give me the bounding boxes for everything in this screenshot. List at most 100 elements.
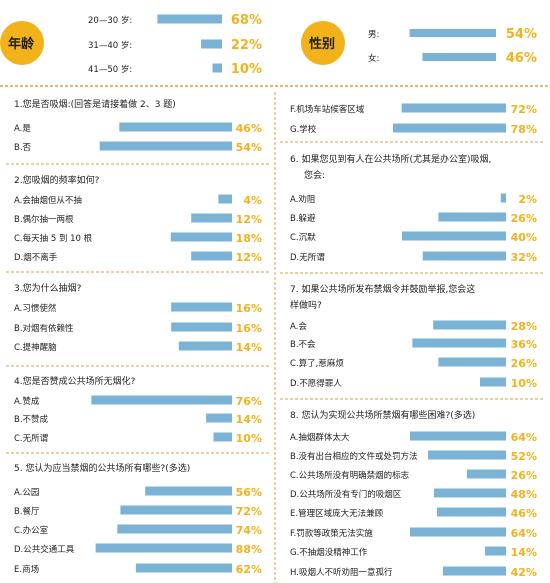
data-label: 14%: [236, 341, 262, 354]
option-label: D.公共交通工具: [14, 544, 75, 555]
option-label: E.管理区域庞大无法兼顾: [290, 508, 384, 519]
data-label: 46%: [511, 507, 537, 520]
question-title: 3.您为什么抽烟?: [14, 282, 82, 294]
data-label: 72%: [236, 505, 262, 518]
bar: [145, 486, 232, 496]
data-label: 74%: [236, 524, 262, 537]
option-label: C.每天抽 5 到 10 根: [14, 233, 93, 244]
data-label: 22%: [231, 38, 262, 53]
bar: [433, 320, 506, 330]
bar: [409, 29, 496, 37]
option-label: A.公园: [14, 488, 39, 498]
option-label: 41—50 岁:: [88, 64, 132, 75]
bar: [212, 63, 222, 73]
option-label: D.公共场所没有专门的吸烟区: [290, 489, 402, 500]
bar: [412, 338, 506, 348]
bar: [95, 543, 232, 553]
data-label: 28%: [511, 320, 537, 333]
data-label: 64%: [511, 527, 537, 540]
age-badge: [0, 21, 44, 65]
option-label: B.对烟有依赖性: [14, 323, 74, 334]
question-title: 6. 如果您见到有人在公共场所(尤其是办公室)吸烟,: [290, 153, 491, 165]
bar: [191, 251, 232, 261]
data-label: 10%: [511, 377, 537, 390]
bar: [171, 322, 232, 332]
option-label: C.无所谓: [14, 433, 48, 444]
option-label: A.会抽烟但从不抽: [14, 195, 82, 206]
bar: [438, 212, 506, 222]
data-label: 26%: [511, 212, 537, 225]
gender-section-header: 性别: [301, 21, 345, 65]
option-label: B.餐厅: [14, 507, 40, 517]
question-title-continued: 样做吗?: [290, 299, 322, 311]
data-label: 10%: [231, 62, 262, 77]
question-title: 8. 您认为实现公共场所禁烟有哪些困难?(多选): [290, 409, 475, 421]
data-label: 68%: [231, 13, 262, 28]
option-label: A.劝阻: [290, 194, 316, 205]
bar: [117, 524, 232, 534]
option-label: B.偶尔抽一两根: [14, 214, 74, 225]
option-label: B.躲避: [290, 213, 316, 224]
data-label: 14%: [236, 413, 262, 426]
gender-title: 性别: [309, 36, 335, 52]
bar: [201, 39, 222, 49]
age-section-header: 年龄: [0, 21, 44, 65]
option-label: 女:: [368, 53, 379, 64]
option-label: C.沉默: [290, 232, 316, 243]
bar: [422, 251, 506, 261]
option-label: G.不抽烟没精神工作: [290, 547, 368, 558]
option-label: 31—40 岁:: [88, 40, 132, 51]
data-label: 48%: [511, 488, 537, 501]
bar: [135, 563, 232, 573]
bar: [218, 194, 232, 204]
bar: [480, 377, 506, 387]
option-label: 20—30 岁:: [88, 15, 132, 26]
data-label: 36%: [511, 338, 537, 351]
option-label: D.不愿得罪人: [290, 378, 342, 389]
bar: [401, 103, 506, 113]
data-label: 2%: [518, 193, 537, 206]
data-label: 46%: [236, 122, 262, 135]
option-label: D.无所谓: [290, 252, 325, 263]
data-label: 16%: [236, 302, 262, 315]
question-title-continued: 您会:: [304, 169, 325, 181]
bar: [410, 431, 506, 441]
data-label: 16%: [236, 322, 262, 335]
bar: [178, 341, 232, 351]
data-label: 88%: [236, 543, 262, 556]
option-label: D.烟不离手: [14, 252, 58, 263]
data-label: 76%: [236, 395, 262, 408]
option-label: A.是: [14, 124, 31, 134]
question-title: 2.您吸烟的频率如何?: [14, 174, 100, 186]
option-label: F.机场车站候客区域: [290, 104, 365, 115]
option-label: A.抽烟群体太大: [290, 432, 350, 443]
gender-badge: [301, 21, 345, 65]
bar: [402, 231, 506, 241]
charts-layer: 20—30 岁: 68% 31—40 岁: 22% 41—50 岁: 10% 男: 54% 女:…: [14, 13, 537, 579]
data-label: 56%: [236, 486, 262, 499]
data-label: 54%: [236, 141, 262, 154]
bar: [170, 232, 232, 242]
bar: [91, 395, 233, 405]
data-label: 14%: [511, 546, 537, 559]
bar: [437, 507, 506, 517]
option-label: H.吸烟人不听劝阻一意孤行: [290, 567, 393, 578]
option-label: G.学校: [290, 124, 317, 135]
option-label: C.算了,惹麻烦: [290, 358, 344, 369]
bar: [428, 450, 506, 460]
bar: [410, 527, 506, 537]
data-label: 12%: [236, 213, 262, 226]
bar: [213, 432, 232, 442]
question-title: 4.您是否赞成公共场所无烟化?: [14, 375, 136, 387]
option-label: B.没有出台相应的文件或处罚方法: [290, 451, 418, 462]
data-label: 32%: [511, 251, 537, 264]
option-label: F.罚款等政策无法实施: [290, 528, 373, 539]
data-label: 64%: [511, 431, 537, 444]
bar: [206, 413, 232, 423]
data-label: 54%: [506, 27, 537, 42]
option-label: E.商场: [14, 564, 39, 575]
age-title: 年龄: [8, 36, 35, 52]
question-title: 1.您是否吸烟:(回答是请接着做 2、3 题): [14, 98, 176, 110]
bar: [119, 122, 232, 132]
